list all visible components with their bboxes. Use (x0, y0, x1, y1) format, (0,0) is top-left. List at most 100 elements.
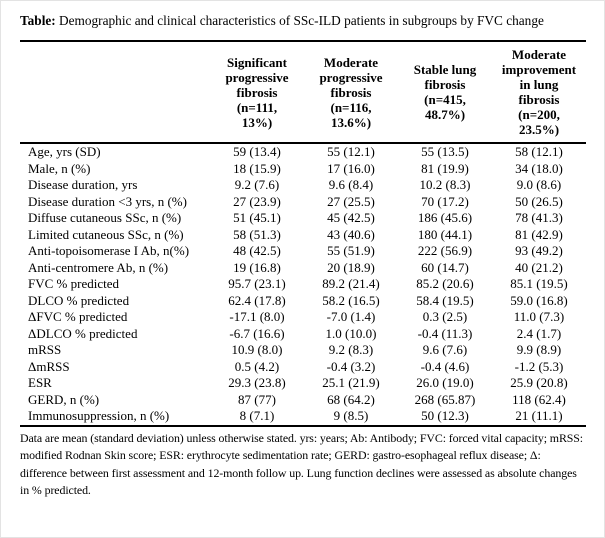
table-row: FVC % predicted 95.7 (23.1) 89.2 (21.4) 85.… (20, 276, 586, 293)
cell-value: 17 (16.0) (327, 160, 375, 176)
cell-value: 11.0 (7.3) (513, 309, 565, 324)
cell-value: 43 (40.6) (327, 226, 375, 242)
table-row: Age, yrs (SD) 59 (13.4) 55 (12.1) 55 (13.5)… (20, 143, 586, 161)
cell-value: 51 (45.1) (233, 210, 281, 225)
cell-value: -0.4 (4.6) (420, 358, 470, 374)
cell-value: 62.4 (17.8) (228, 292, 286, 308)
cell-value: -0.4 (11.3) (417, 325, 473, 341)
cell-value: 0.5 (4.2) (234, 358, 280, 374)
header-row: Significant progressive fibrosis (n=111,… (20, 41, 586, 144)
cell-value: 58 (51.3) (233, 226, 281, 242)
cell-value: 2.4 (1.7) (516, 325, 562, 341)
cell-value: 50 (12.3) (421, 408, 469, 423)
cell-value: 81 (19.9) (421, 160, 469, 176)
row-label: ΔDLCO % predicted (28, 325, 138, 341)
cell-value: 1.0 (10.0) (325, 325, 377, 341)
cell-value: 85.1 (19.5) (510, 276, 568, 291)
cell-value: 58.2 (16.5) (322, 292, 380, 308)
table-row: mRSS 10.9 (8.0) 9.2 (8.3) 9.6 (7.6) 9.9 (8.9… (20, 342, 586, 359)
row-label: Immunosuppression, n (%) (28, 408, 170, 423)
cell-value: 25.9 (20.8) (510, 375, 568, 390)
row-label: ΔFVC % predicted (28, 309, 128, 324)
cell-value: -17.1 (8.0) (229, 309, 285, 324)
cell-value: 93 (49.2) (515, 243, 563, 258)
cell-value: 60 (14.7) (421, 259, 469, 275)
cell-value: 19 (16.8) (233, 259, 281, 275)
row-label: Age, yrs (SD) (28, 144, 101, 159)
table-row: Immunosuppression, n (%) 8 (7.1) 9 (8.5) 50… (20, 408, 586, 426)
cell-value: 78 (41.3) (515, 210, 563, 225)
cell-value: 20 (18.9) (327, 259, 375, 275)
cell-value: 9.9 (8.9) (516, 342, 562, 357)
cell-value: 9.2 (8.3) (328, 342, 374, 357)
row-label: Limited cutaneous SSc, n (%) (28, 226, 184, 242)
cell-value: 50 (26.5) (515, 193, 563, 209)
cell-value: 95.7 (23.1) (228, 276, 286, 291)
cell-value: 89.2 (21.4) (322, 276, 380, 291)
cell-value: 27 (25.5) (327, 193, 375, 209)
table-row: ΔDLCO % predicted -6.7 (16.6) 1.0 (10.0) -0… (20, 326, 586, 343)
row-label: Disease duration, yrs (28, 177, 138, 192)
table-row: ΔFVC % predicted -17.1 (8.0) -7.0 (1.4) 0.3… (20, 309, 586, 326)
cell-value: 81 (42.9) (515, 226, 563, 242)
table-caption-text: Demographic and clinical characteristics… (55, 13, 544, 28)
cell-value: 9.6 (8.4) (328, 177, 374, 192)
cell-value: 9 (8.5) (333, 408, 369, 423)
row-label: FVC % predicted (28, 276, 119, 291)
cell-value: -0.4 (3.2) (326, 358, 376, 374)
cell-value: 118 (62.4) (512, 391, 566, 407)
cell-value: 222 (56.9) (417, 243, 473, 258)
table-row: Disease duration, yrs 9.2 (7.6) 9.6 (8.4) 1… (20, 177, 586, 194)
cell-value: 45 (42.5) (327, 210, 375, 225)
cell-value: 55 (12.1) (327, 144, 375, 159)
cell-value: 48 (42.5) (233, 243, 281, 258)
cell-value: -1.2 (5.3) (514, 358, 564, 374)
cell-value: 9.0 (8.6) (516, 177, 562, 192)
table-footnote: Data are mean (standard deviation) unles… (20, 430, 584, 498)
column-header-1: Moderate progressive fibrosis (n=116, 13… (304, 41, 398, 144)
table-row: Limited cutaneous SSc, n (%) 58 (51.3) 43 … (20, 227, 586, 244)
cell-value: 59 (13.4) (233, 144, 281, 159)
row-label: ESR (28, 375, 52, 390)
table-row: DLCO % predicted 62.4 (17.8) 58.2 (16.5) 58… (20, 293, 586, 310)
row-label: Disease duration <3 yrs, n (%) (28, 193, 187, 209)
cell-value: 18 (15.9) (233, 160, 281, 176)
cell-value: 68 (64.2) (327, 391, 375, 407)
cell-value: -6.7 (16.6) (229, 325, 285, 341)
cell-value: 29.3 (23.8) (228, 375, 286, 390)
cell-value: -7.0 (1.4) (326, 309, 376, 324)
characteristics-table: Significant progressive fibrosis (n=111,… (20, 40, 586, 427)
table-row: ΔmRSS 0.5 (4.2) -0.4 (3.2) -0.4 (4.6) -1.2 (… (20, 359, 586, 376)
column-header-empty (20, 41, 210, 144)
cell-value: 27 (23.9) (233, 193, 281, 209)
cell-value: 9.6 (7.6) (422, 342, 468, 357)
row-label: DLCO % predicted (28, 292, 130, 308)
column-header-0: Significant progressive fibrosis (n=111,… (210, 41, 304, 144)
table-body: Age, yrs (SD) 59 (13.4) 55 (12.1) 55 (13.5)… (20, 143, 586, 426)
table-row: Diffuse cutaneous SSc, n (%) 51 (45.1) 45 … (20, 210, 586, 227)
cell-value: 58 (12.1) (515, 144, 563, 159)
table-row: Anti-topoisomerase I Ab, n(%) 48 (42.5) 55… (20, 243, 586, 260)
cell-value: 70 (17.2) (421, 193, 469, 209)
column-header-2: Stable lung fibrosis (n=415, 48.7%) (398, 41, 492, 144)
cell-value: 34 (18.0) (515, 160, 563, 176)
table-caption-label: Table: (20, 13, 56, 28)
row-label: Diffuse cutaneous SSc, n (%) (28, 210, 182, 225)
cell-value: 55 (13.5) (421, 144, 469, 159)
cell-value: 10.9 (8.0) (231, 342, 283, 357)
cell-value: 0.3 (2.5) (422, 309, 468, 324)
row-label: ΔmRSS (28, 358, 70, 374)
cell-value: 10.2 (8.3) (419, 177, 471, 192)
column-header-3: Moderate improvement in lung fibrosis (n… (492, 41, 586, 144)
row-label: Anti-centromere Ab, n (%) (28, 259, 169, 275)
cell-value: 25.1 (21.9) (322, 375, 380, 390)
cell-value: 180 (44.1) (417, 226, 473, 242)
cell-value: 21 (11.1) (515, 408, 563, 423)
table-row: Male, n (%) 18 (15.9) 17 (16.0) 81 (19.9) 34… (20, 161, 586, 178)
cell-value: 85.2 (20.6) (416, 276, 474, 291)
row-label: mRSS (28, 342, 62, 357)
table-row: Disease duration <3 yrs, n (%) 27 (23.9) 2… (20, 194, 586, 211)
cell-value: 59.0 (16.8) (510, 292, 568, 308)
table-caption: Table: Demographic and clinical characte… (20, 10, 572, 31)
